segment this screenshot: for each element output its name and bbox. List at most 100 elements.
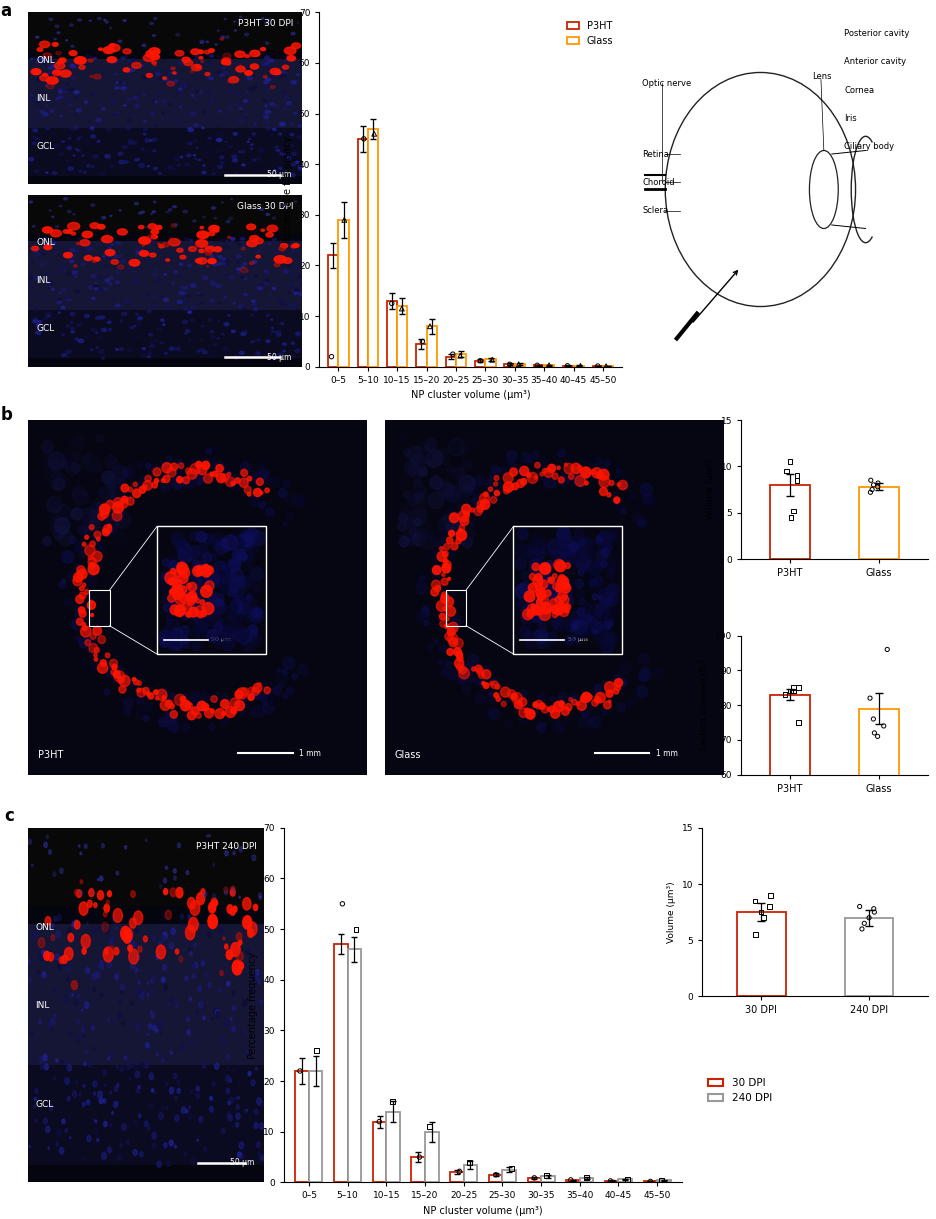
Circle shape	[191, 1158, 195, 1164]
Circle shape	[99, 451, 107, 460]
Circle shape	[164, 889, 168, 895]
Circle shape	[166, 472, 176, 483]
Circle shape	[49, 850, 51, 855]
Circle shape	[234, 1097, 237, 1101]
Circle shape	[159, 885, 162, 889]
Circle shape	[146, 73, 153, 77]
Circle shape	[235, 690, 242, 698]
Circle shape	[254, 610, 261, 617]
Circle shape	[197, 257, 207, 265]
Circle shape	[590, 468, 602, 480]
Circle shape	[210, 330, 213, 333]
Circle shape	[109, 946, 114, 954]
Circle shape	[459, 475, 475, 492]
Circle shape	[97, 17, 101, 20]
Circle shape	[605, 702, 615, 714]
Circle shape	[472, 666, 480, 673]
Circle shape	[167, 82, 174, 87]
Circle shape	[602, 631, 617, 646]
Bar	[334, 945, 347, 1182]
Point	[366, 124, 381, 144]
Circle shape	[514, 544, 526, 557]
Circle shape	[531, 578, 537, 584]
Circle shape	[74, 115, 78, 116]
Circle shape	[135, 313, 138, 315]
Circle shape	[169, 589, 175, 595]
Circle shape	[256, 970, 259, 975]
Circle shape	[162, 696, 166, 700]
Circle shape	[170, 605, 180, 614]
Circle shape	[229, 475, 235, 482]
Circle shape	[488, 478, 492, 483]
Circle shape	[598, 531, 611, 546]
Circle shape	[58, 299, 61, 300]
Circle shape	[151, 54, 159, 60]
Circle shape	[85, 640, 91, 646]
Circle shape	[242, 1000, 247, 1007]
Circle shape	[278, 133, 281, 135]
Circle shape	[64, 91, 67, 93]
Circle shape	[117, 265, 124, 269]
Circle shape	[95, 647, 99, 653]
Circle shape	[178, 567, 185, 575]
Circle shape	[285, 246, 288, 249]
Circle shape	[254, 274, 257, 277]
Circle shape	[71, 508, 82, 521]
Circle shape	[142, 245, 144, 246]
Circle shape	[70, 322, 73, 323]
Circle shape	[177, 1080, 180, 1085]
Circle shape	[217, 126, 220, 127]
Circle shape	[108, 1057, 110, 1061]
Circle shape	[292, 250, 295, 252]
Circle shape	[520, 570, 529, 580]
Circle shape	[65, 947, 73, 961]
Circle shape	[41, 958, 43, 962]
Circle shape	[116, 82, 118, 83]
Circle shape	[225, 35, 229, 39]
Circle shape	[257, 463, 263, 469]
Circle shape	[123, 146, 127, 149]
Circle shape	[242, 474, 252, 484]
Circle shape	[219, 578, 228, 586]
Point	[412, 1147, 427, 1167]
Circle shape	[280, 74, 285, 77]
Circle shape	[50, 110, 53, 112]
Circle shape	[602, 599, 610, 607]
Circle shape	[198, 249, 204, 252]
Circle shape	[259, 472, 271, 484]
Circle shape	[241, 277, 244, 278]
Circle shape	[138, 317, 142, 319]
Circle shape	[93, 1128, 98, 1135]
Circle shape	[86, 165, 91, 167]
Circle shape	[254, 974, 257, 980]
Circle shape	[215, 1009, 219, 1017]
Circle shape	[199, 623, 209, 633]
Circle shape	[539, 563, 550, 574]
Circle shape	[238, 305, 243, 308]
Circle shape	[64, 995, 67, 1002]
Circle shape	[85, 597, 97, 610]
Circle shape	[197, 701, 206, 711]
Circle shape	[137, 680, 141, 685]
Circle shape	[286, 101, 291, 105]
Circle shape	[500, 462, 507, 469]
Circle shape	[116, 514, 123, 522]
Circle shape	[139, 251, 149, 256]
Circle shape	[450, 542, 458, 550]
Circle shape	[225, 707, 236, 718]
Circle shape	[486, 695, 494, 705]
Circle shape	[208, 983, 211, 987]
Circle shape	[156, 945, 166, 959]
Circle shape	[550, 697, 553, 701]
Circle shape	[529, 606, 537, 614]
Circle shape	[190, 71, 193, 72]
Circle shape	[218, 625, 227, 635]
Circle shape	[182, 545, 192, 556]
Circle shape	[54, 66, 58, 68]
Circle shape	[517, 479, 524, 488]
Circle shape	[136, 956, 139, 961]
Circle shape	[88, 286, 93, 289]
Circle shape	[110, 670, 123, 684]
Circle shape	[68, 478, 77, 486]
Circle shape	[55, 534, 62, 540]
